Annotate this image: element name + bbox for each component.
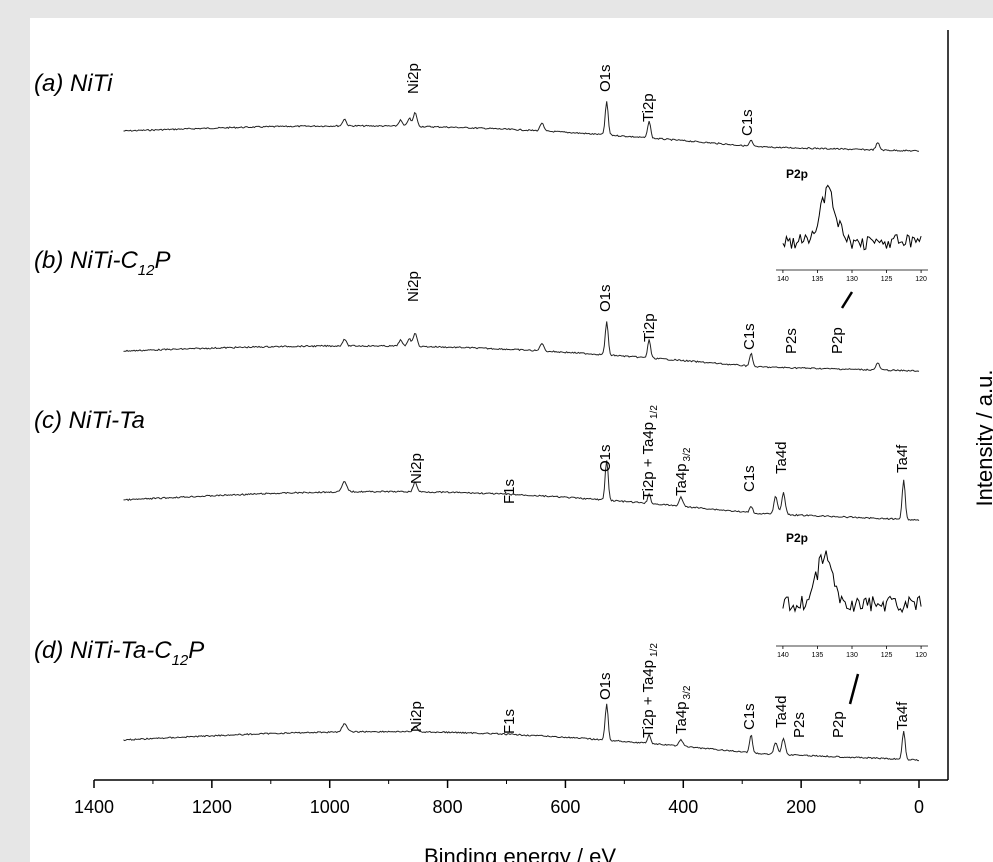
spectrum-line-b	[123, 321, 920, 372]
x-tick-label: 1200	[192, 797, 232, 817]
x-tick-label: 0	[914, 797, 924, 817]
peak-label-c-o1s: O1s	[597, 444, 614, 472]
peak-label-a-ni2p: Ni2p	[405, 63, 422, 94]
peak-label-d-ta4p: Ta4p3/2	[673, 685, 693, 734]
inset-tick-label: 135	[812, 652, 824, 659]
peak-label-b-c1s: C1s	[741, 323, 758, 350]
peak-label-c-ti2p-ta: Ti2p + Ta4p1/2	[640, 405, 660, 500]
inset-d-title: P2p	[786, 531, 808, 545]
x-axis-title: Binding energy / eV	[424, 844, 616, 862]
spectra-lines	[123, 101, 920, 762]
x-axis-ticks: 1400 1200 1000 800 600 400 200 0	[74, 780, 924, 817]
xps-spectra-chart: (a) NiTi (b) NiTi-C12P (c) NiTi-Ta (d) N…	[34, 30, 993, 862]
peak-label-c-ta4f: Ta4f	[894, 444, 911, 473]
peak-label-d-c1s: C1s	[741, 703, 758, 730]
series-label-d: (d) NiTi-Ta-C12P	[34, 637, 204, 669]
series-label-c: (c) NiTi-Ta	[34, 407, 145, 434]
peak-label-c-ni2p: Ni2p	[408, 453, 425, 484]
peak-label-b-ni2p: Ni2p	[405, 271, 422, 302]
inset-tick-label: 130	[846, 652, 858, 659]
peak-label-d-ta4d: Ta4d	[773, 695, 790, 728]
peak-label-c-ta4p: Ta4p3/2	[673, 447, 693, 496]
inset-tick-label: 125	[881, 276, 893, 283]
inset-tick-label: 120	[915, 276, 927, 283]
inset-p2p-b: P2p 140 135 130 125 120	[776, 167, 928, 309]
series-label-a: (a) NiTi	[34, 70, 113, 97]
inset-tick-label: 140	[777, 652, 789, 659]
inset-d-pointer	[848, 673, 860, 705]
inset-tick-label: 120	[915, 652, 927, 659]
peak-label-d-ti2p-ta: Ti2p + Ta4p1/2	[640, 643, 660, 738]
inset-b-pointer	[840, 291, 854, 309]
chart-panel: (a) NiTi (b) NiTi-C12P (c) NiTi-Ta (d) N…	[30, 18, 993, 862]
peak-label-a-o1s: O1s	[597, 64, 614, 92]
inset-b-title: P2p	[786, 167, 808, 181]
peak-label-d-ta4f: Ta4f	[894, 701, 911, 730]
peak-label-c-f1s: F1s	[501, 479, 518, 504]
peak-label-b-o1s: O1s	[597, 284, 614, 312]
peak-label-a-ti2p: Ti2p	[640, 93, 657, 122]
peak-label-d-p2p: P2p	[830, 711, 847, 738]
series-label-b: (b) NiTi-C12P	[34, 247, 170, 279]
peak-label-b-ti2p: Ti2p	[641, 313, 658, 342]
x-tick-label: 400	[668, 797, 698, 817]
inset-tick-label: 130	[846, 276, 858, 283]
y-axis-title: Intensity / a.u.	[972, 370, 993, 507]
peak-label-a-c1s: C1s	[739, 109, 756, 136]
spectrum-line-a	[123, 101, 920, 152]
peak-label-d-o1s: O1s	[597, 672, 614, 700]
x-tick-label: 800	[433, 797, 463, 817]
x-tick-label: 1400	[74, 797, 114, 817]
peak-label-c-ta4d: Ta4d	[773, 441, 790, 474]
x-tick-label: 200	[786, 797, 816, 817]
inset-tick-label: 140	[777, 276, 789, 283]
inset-tick-label: 125	[881, 652, 893, 659]
inset-p2p-d: P2p 140 135 130 125 120	[776, 531, 928, 705]
spectrum-line-c	[123, 460, 920, 522]
spectrum-line-d	[123, 703, 919, 762]
x-tick-label: 1000	[310, 797, 350, 817]
peak-label-d-p2s: P2s	[791, 712, 808, 738]
x-tick-label: 600	[550, 797, 580, 817]
peak-label-c-c1s: C1s	[741, 465, 758, 492]
peak-label-b-p2p: P2p	[829, 327, 846, 354]
peak-label-b-p2s: P2s	[783, 328, 800, 354]
peak-label-d-ni2p: Ni2p	[408, 701, 425, 732]
inset-tick-label: 135	[812, 276, 824, 283]
peak-label-d-f1s: F1s	[501, 709, 518, 734]
